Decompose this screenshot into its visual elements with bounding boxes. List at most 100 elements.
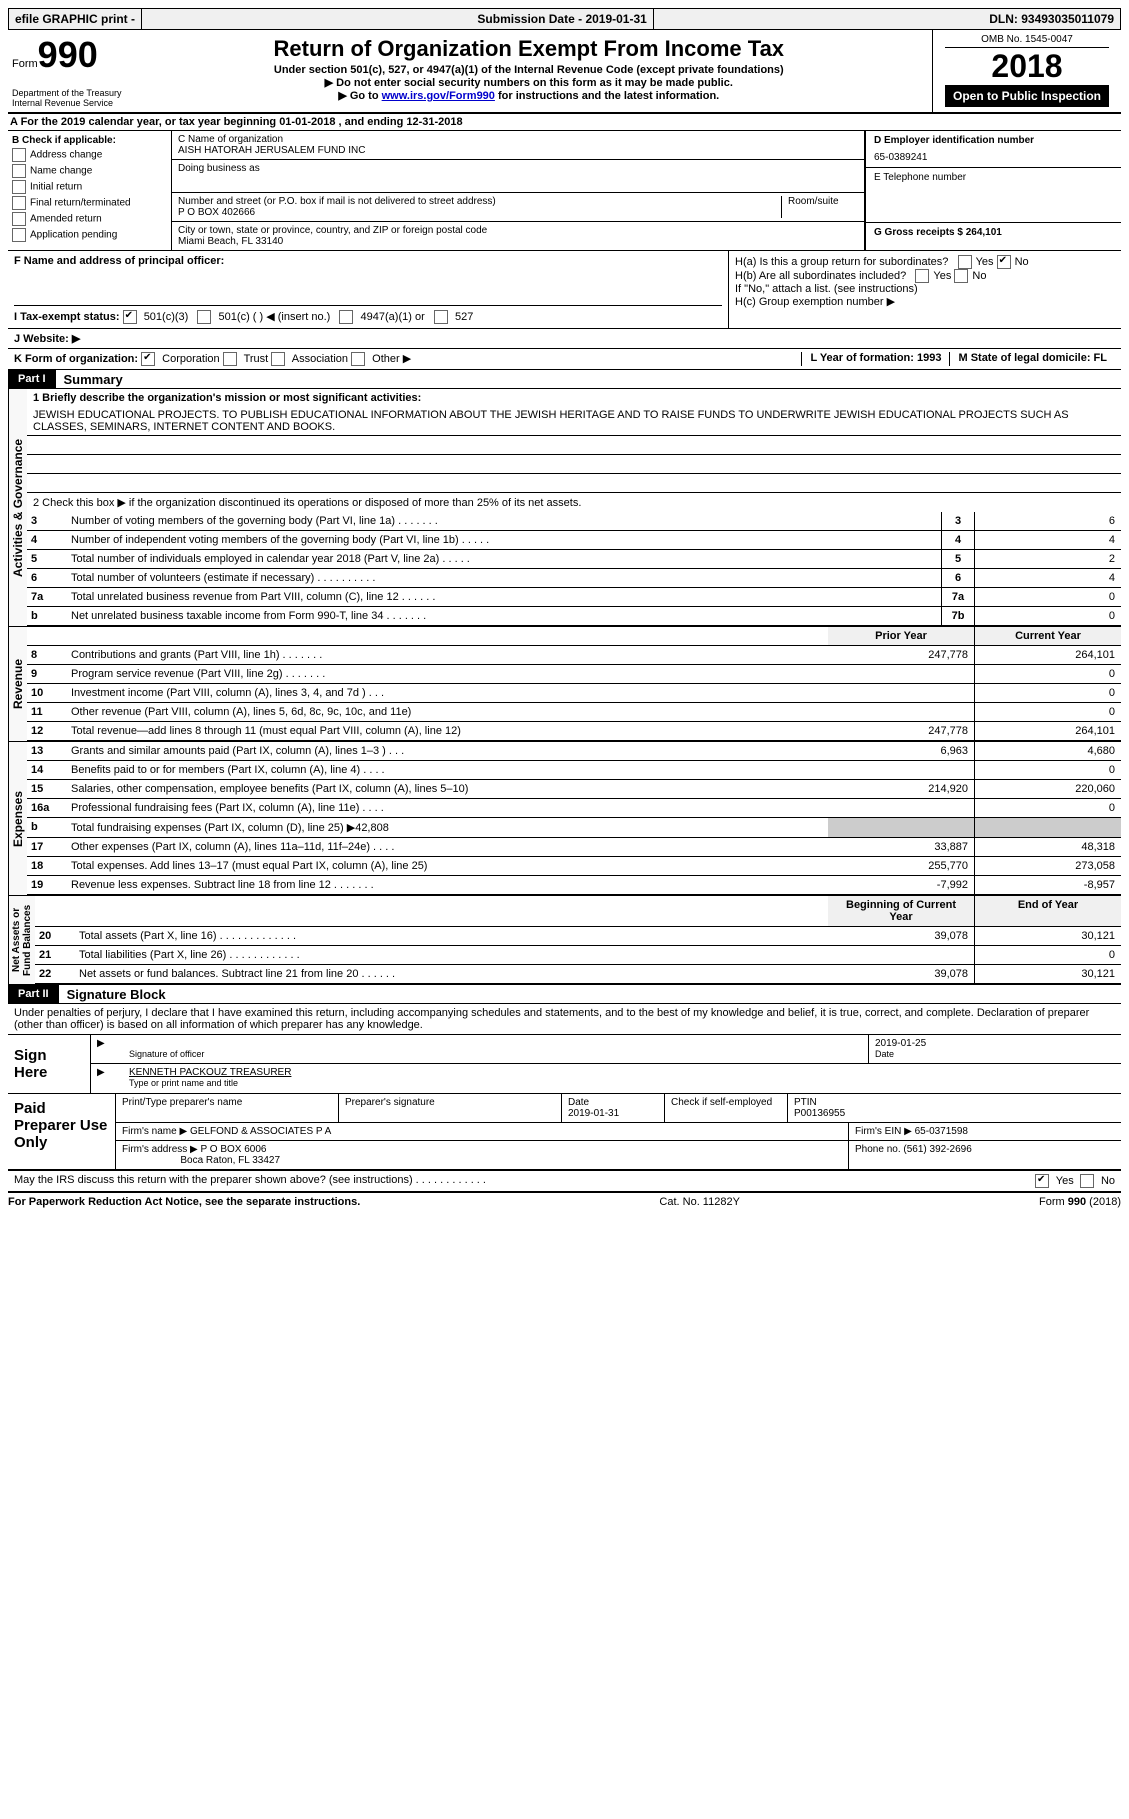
paperwork-notice: For Paperwork Reduction Act Notice, see … bbox=[8, 1196, 360, 1208]
firm-ein: 65-0371598 bbox=[915, 1126, 968, 1137]
chk-other[interactable] bbox=[351, 352, 365, 366]
q2: 2 Check this box ▶ if the organization d… bbox=[27, 493, 1121, 512]
gov-row-7a: 7aTotal unrelated business revenue from … bbox=[27, 588, 1121, 607]
penalties-text: Under penalties of perjury, I declare th… bbox=[8, 1004, 1121, 1035]
chk-application-pending[interactable]: Application pending bbox=[12, 228, 167, 242]
chk-initial-return[interactable]: Initial return bbox=[12, 180, 167, 194]
part2-header: Part II Signature Block bbox=[8, 985, 1121, 1004]
top-bar: efile GRAPHIC print - Submission Date - … bbox=[8, 8, 1121, 30]
prep-h1: Print/Type preparer's name bbox=[116, 1094, 339, 1122]
row-22: 22Net assets or fund balances. Subtract … bbox=[35, 965, 1121, 984]
firm-phone: (561) 392-2696 bbox=[903, 1144, 971, 1155]
net-header: Beginning of Current Year End of Year bbox=[35, 896, 1121, 927]
row-14: 14Benefits paid to or for members (Part … bbox=[27, 761, 1121, 780]
officer-name-label: Type or print name and title bbox=[129, 1078, 238, 1088]
chk-final-return[interactable]: Final return/terminated bbox=[12, 196, 167, 210]
dba-label: Doing business as bbox=[178, 163, 858, 174]
part1-title: Summary bbox=[64, 372, 123, 387]
title-sub3: ▶ Go to www.irs.gov/Form990 for instruct… bbox=[130, 89, 928, 102]
discuss-line: May the IRS discuss this return with the… bbox=[8, 1171, 1121, 1193]
gross-receipts: G Gross receipts $ 264,101 bbox=[874, 227, 1002, 238]
prep-h2: Preparer's signature bbox=[339, 1094, 562, 1122]
row-20: 20Total assets (Part X, line 16) . . . .… bbox=[35, 927, 1121, 946]
klm-line: K Form of organization: Corporation Trus… bbox=[8, 349, 1121, 370]
row-19: 19Revenue less expenses. Subtract line 1… bbox=[27, 876, 1121, 895]
chk-corp[interactable] bbox=[141, 352, 155, 366]
chk-501c[interactable] bbox=[197, 310, 211, 324]
q1-label: 1 Briefly describe the organization's mi… bbox=[33, 392, 421, 404]
gov-row-6: 6Total number of volunteers (estimate if… bbox=[27, 569, 1121, 588]
chk-527[interactable] bbox=[434, 310, 448, 324]
chk-trust[interactable] bbox=[223, 352, 237, 366]
sig-officer-label: Signature of officer bbox=[129, 1049, 204, 1059]
mission-blank2 bbox=[27, 455, 1121, 474]
org-name: AISH HATORAH JERUSALEM FUND INC bbox=[178, 145, 858, 156]
chk-amended-return[interactable]: Amended return bbox=[12, 212, 167, 226]
chk-discuss-no[interactable] bbox=[1080, 1174, 1094, 1188]
col-b: B Check if applicable: Address change Na… bbox=[8, 131, 172, 250]
row-10: 10Investment income (Part VIII, column (… bbox=[27, 684, 1121, 703]
h-a: H(a) Is this a group return for subordin… bbox=[735, 255, 1115, 269]
k-line: K Form of organization: bbox=[14, 353, 138, 365]
part2-label: Part II bbox=[8, 985, 59, 1003]
dln: DLN: 93493035011079 bbox=[983, 9, 1120, 29]
sig-date-label: Date bbox=[875, 1049, 894, 1059]
chk-501c3[interactable] bbox=[123, 310, 137, 324]
chk-4947[interactable] bbox=[339, 310, 353, 324]
arrow-icon: ▶ bbox=[91, 1064, 123, 1092]
title-right: OMB No. 1545-0047 2018 Open to Public In… bbox=[932, 30, 1121, 112]
omb-number: OMB No. 1545-0047 bbox=[945, 32, 1109, 48]
row-21: 21Total liabilities (Part X, line 26) . … bbox=[35, 946, 1121, 965]
prep-date: 2019-01-31 bbox=[568, 1108, 619, 1119]
row-11: 11Other revenue (Part VIII, column (A), … bbox=[27, 703, 1121, 722]
title-sub1: Under section 501(c), 527, or 4947(a)(1)… bbox=[130, 64, 928, 76]
part1-label: Part I bbox=[8, 370, 56, 388]
ptin: P00136955 bbox=[794, 1108, 845, 1119]
addr: P O BOX 402666 bbox=[178, 207, 781, 218]
vtab-revenue: Revenue bbox=[8, 627, 27, 741]
form-label: Form bbox=[12, 58, 38, 70]
h-b: H(b) Are all subordinates included? Yes … bbox=[735, 269, 1115, 283]
section-governance: Activities & Governance 1 Briefly descri… bbox=[8, 389, 1121, 627]
dept-treasury: Department of the Treasury Internal Reve… bbox=[12, 88, 122, 108]
i-line: I Tax-exempt status: bbox=[14, 311, 120, 323]
row-15: 15Salaries, other compensation, employee… bbox=[27, 780, 1121, 799]
vtab-netassets: Net Assets or Fund Balances bbox=[8, 896, 35, 984]
row-12: 12Total revenue—add lines 8 through 11 (… bbox=[27, 722, 1121, 741]
chk-address-change[interactable]: Address change bbox=[12, 148, 167, 162]
prep-label: Paid Preparer Use Only bbox=[8, 1094, 115, 1169]
row-8: 8Contributions and grants (Part VIII, li… bbox=[27, 646, 1121, 665]
prep-h4: Check if self-employed bbox=[665, 1094, 788, 1122]
entity-row: B Check if applicable: Address change Na… bbox=[8, 131, 1121, 251]
sig-date: 2019-01-25 bbox=[875, 1038, 926, 1049]
l-line: L Year of formation: 1993 bbox=[810, 352, 941, 364]
chk-discuss-yes[interactable] bbox=[1035, 1174, 1049, 1188]
arrow-icon: ▶ bbox=[91, 1035, 123, 1063]
form-ref: Form 990 (2018) bbox=[1039, 1196, 1121, 1208]
mission-blank1 bbox=[27, 436, 1121, 455]
vtab-expenses: Expenses bbox=[8, 742, 27, 895]
sign-here: Sign Here ▶ Signature of officer 2019-01… bbox=[8, 1035, 1121, 1094]
irs-link[interactable]: www.irs.gov/Form990 bbox=[382, 90, 495, 102]
ein: 65-0389241 bbox=[874, 152, 1113, 163]
col-c: C Name of organization AISH HATORAH JERU… bbox=[172, 131, 865, 250]
chk-ha-no[interactable] bbox=[997, 255, 1011, 269]
section-expenses: Expenses 13Grants and similar amounts pa… bbox=[8, 742, 1121, 896]
chk-name-change[interactable]: Name change bbox=[12, 164, 167, 178]
gov-row-4: 4Number of independent voting members of… bbox=[27, 531, 1121, 550]
submission-date: Submission Date - 2019-01-31 bbox=[471, 9, 653, 29]
col-b-header: B Check if applicable: bbox=[12, 135, 116, 146]
row-16a: 16aProfessional fundraising fees (Part I… bbox=[27, 799, 1121, 818]
part1-header: Part I Summary bbox=[8, 370, 1121, 389]
row-9: 9Program service revenue (Part VIII, lin… bbox=[27, 665, 1121, 684]
open-public: Open to Public Inspection bbox=[945, 85, 1109, 107]
h-c: H(c) Group exemption number ▶ bbox=[735, 295, 1115, 308]
chk-assoc[interactable] bbox=[271, 352, 285, 366]
title-sub2: ▶ Do not enter social security numbers o… bbox=[130, 76, 928, 89]
addr-label: Number and street (or P.O. box if mail i… bbox=[178, 196, 781, 207]
h-b-note: If "No," attach a list. (see instruction… bbox=[735, 283, 1115, 295]
row-17: 17Other expenses (Part IX, column (A), l… bbox=[27, 838, 1121, 857]
gov-row-3: 3Number of voting members of the governi… bbox=[27, 512, 1121, 531]
tax-year: 2018 bbox=[945, 48, 1109, 85]
section-revenue: Revenue Prior Year Current Year 8Contrib… bbox=[8, 627, 1121, 742]
